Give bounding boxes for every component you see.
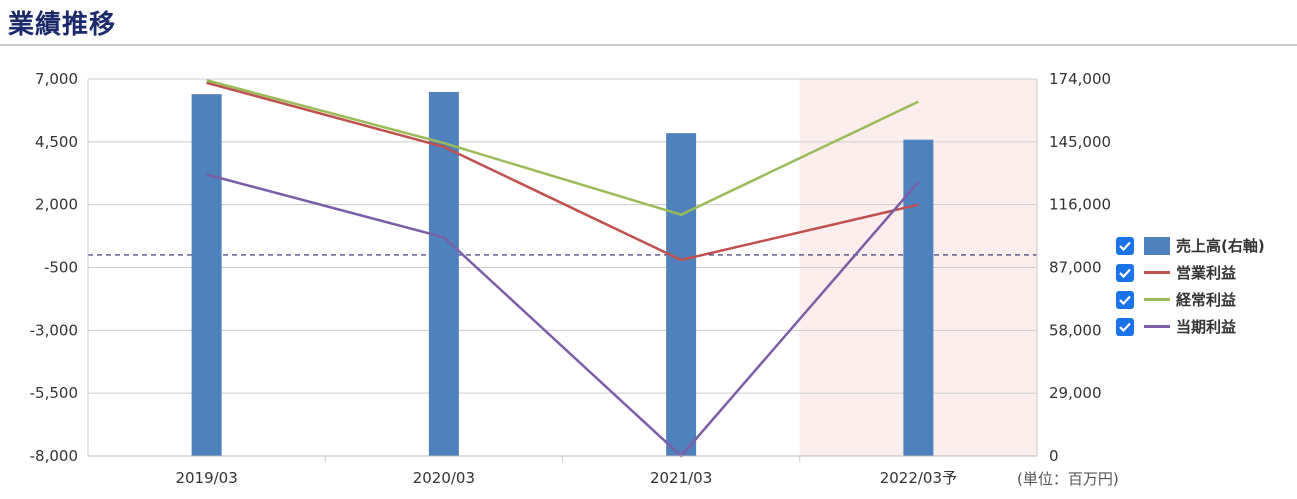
- left-tick-label: 7,000: [35, 70, 78, 88]
- unit-note: (単位：百万円): [1017, 470, 1119, 488]
- left-tick-label: -5,500: [30, 384, 78, 402]
- legend-item-operating-profit[interactable]: 営業利益: [1116, 259, 1296, 286]
- legend-item-ordinary-profit[interactable]: 経常利益: [1116, 286, 1296, 313]
- x-tick-label: 2020/03: [413, 469, 475, 487]
- checkbox-checked-icon[interactable]: [1116, 290, 1134, 309]
- x-tick-label: 2021/03: [650, 469, 712, 487]
- legend-item-sales[interactable]: 売上高(右軸): [1116, 232, 1296, 259]
- page-title: 業績推移: [8, 10, 117, 40]
- left-tick-label: -8,000: [30, 447, 78, 465]
- chart-legend: 売上高(右軸) 営業利益 経常利益 当期利益: [1116, 232, 1296, 340]
- legend-swatch-line: [1144, 271, 1170, 274]
- checkbox-checked-icon[interactable]: [1116, 236, 1134, 255]
- right-tick-label: 145,000: [1049, 133, 1111, 151]
- legend-swatch-bar: [1144, 236, 1170, 255]
- right-tick-label: 87,000: [1049, 259, 1102, 277]
- right-tick-label: 29,000: [1049, 384, 1102, 402]
- series-line-3: [206, 173, 920, 458]
- x-tick-label: 2019/03: [175, 469, 237, 487]
- legend-label: 売上高(右軸): [1176, 237, 1265, 255]
- right-tick-label: 58,000: [1049, 321, 1102, 339]
- series-line-1: [206, 81, 919, 262]
- bar-sales: [903, 139, 934, 456]
- checkbox-checked-icon[interactable]: [1116, 263, 1134, 282]
- right-tick-label: 0: [1049, 447, 1059, 465]
- legend-item-net-profit[interactable]: 当期利益: [1116, 313, 1296, 340]
- right-tick-label: 116,000: [1049, 196, 1111, 214]
- left-tick-label: 2,000: [35, 196, 78, 214]
- series-line-2: [206, 79, 919, 216]
- legend-label: 経常利益: [1176, 291, 1237, 309]
- bar-sales: [666, 133, 697, 456]
- title-divider: [0, 44, 1297, 46]
- legend-label: 営業利益: [1176, 264, 1237, 282]
- left-tick-label: -500: [44, 259, 78, 277]
- legend-label: 当期利益: [1176, 318, 1237, 336]
- left-tick-label: -3,000: [30, 321, 78, 339]
- legend-swatch-line: [1144, 298, 1170, 301]
- checkbox-checked-icon[interactable]: [1116, 317, 1134, 336]
- x-tick-label: 2022/03予: [880, 469, 957, 487]
- right-tick-label: 174,000: [1049, 70, 1111, 88]
- bar-sales: [191, 94, 222, 457]
- left-tick-label: 4,500: [35, 133, 78, 151]
- legend-swatch-line: [1144, 325, 1170, 328]
